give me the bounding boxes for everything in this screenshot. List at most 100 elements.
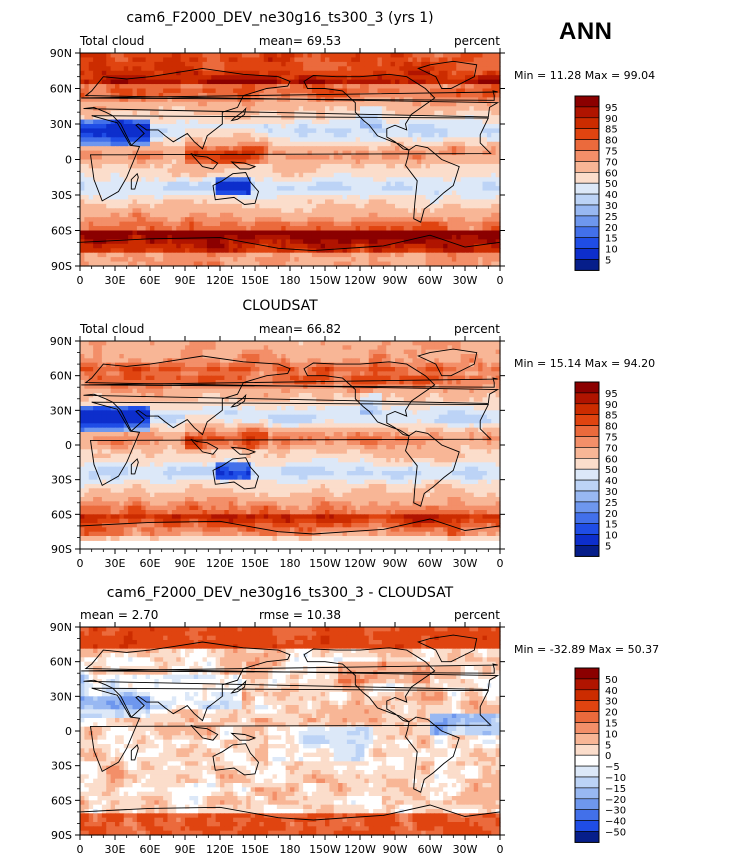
heatmap-cell [307, 132, 313, 138]
heatmap-cell [215, 159, 221, 165]
heatmap-cell [311, 106, 317, 112]
heatmap-cell [486, 101, 492, 107]
heatmap-cell [386, 75, 392, 81]
heatmap-cell [224, 230, 230, 236]
heatmap-cell [311, 239, 317, 245]
heatmap-cell [294, 212, 300, 218]
heatmap-cell [469, 124, 475, 130]
heatmap-cell [158, 92, 164, 98]
heatmap-cell [237, 221, 243, 227]
heatmap-cell [101, 208, 107, 214]
heatmap-cell [241, 163, 247, 169]
heatmap-cell [307, 137, 313, 143]
heatmap-cell [316, 92, 322, 98]
heatmap-cell [298, 146, 304, 152]
heatmap-cell [294, 217, 300, 223]
heatmap-cell [176, 155, 182, 161]
heatmap-cell [478, 261, 484, 267]
heatmap-cell [145, 92, 151, 98]
heatmap-cell [333, 159, 339, 165]
heatmap-cell [250, 128, 256, 134]
heatmap-cell [202, 190, 208, 196]
heatmap-cell [298, 190, 304, 196]
heatmap-cell [342, 261, 348, 267]
heatmap-cell [215, 137, 221, 143]
heatmap-cell [281, 252, 287, 258]
heatmap-cell [171, 195, 177, 201]
heatmap-cell [486, 163, 492, 169]
heatmap-cell [443, 195, 449, 201]
heatmap-cell [320, 88, 326, 94]
heatmap-cell [303, 115, 309, 121]
heatmap-cell [346, 172, 352, 178]
heatmap-cell [268, 159, 274, 165]
heatmap-cell [141, 146, 147, 152]
heatmap-cell [478, 92, 484, 98]
heatmap-cell [351, 261, 357, 267]
heatmap-cell [333, 146, 339, 152]
colorbar-swatch [574, 259, 600, 271]
heatmap-cell [451, 181, 457, 187]
heatmap-cell [106, 234, 112, 240]
heatmap-cell [443, 172, 449, 178]
heatmap-cell [329, 132, 335, 138]
heatmap-cell [294, 199, 300, 205]
heatmap-cell [241, 186, 247, 192]
heatmap-cell [298, 341, 304, 346]
heatmap-cell [316, 341, 322, 346]
heatmap-cell [211, 57, 217, 63]
heatmap-cell [460, 345, 466, 351]
heatmap-cell [185, 349, 190, 355]
heatmap-cell [338, 239, 344, 245]
heatmap-cell [211, 181, 217, 187]
heatmap-cell [338, 345, 344, 351]
heatmap-cell [220, 257, 225, 263]
heatmap-cell [447, 208, 453, 214]
heatmap-cell [491, 190, 497, 196]
heatmap-cell [185, 234, 190, 240]
heatmap-cell [281, 221, 287, 227]
heatmap-cell [298, 186, 304, 192]
heatmap-cell [395, 110, 400, 116]
heatmap-cell [198, 124, 204, 130]
heatmap-cell [189, 203, 195, 209]
heatmap-cell [333, 212, 339, 218]
heatmap-cell [425, 261, 431, 267]
heatmap-cell [311, 190, 317, 196]
heatmap-cell [115, 70, 120, 76]
heatmap-cell [220, 181, 225, 187]
heatmap-cell [276, 203, 282, 209]
heatmap-cell [101, 212, 107, 218]
heatmap-cell [185, 137, 190, 143]
heatmap-cell [136, 217, 142, 223]
heatmap-cell [211, 168, 217, 174]
heatmap-cell [421, 150, 427, 156]
heatmap-cell [272, 230, 278, 236]
heatmap-cell [237, 257, 243, 263]
heatmap-cell [460, 203, 466, 209]
heatmap-cell [88, 177, 94, 183]
heatmap-cell [255, 163, 260, 169]
heatmap-cell [206, 75, 212, 81]
heatmap-cell [368, 128, 374, 134]
heatmap-cell [482, 141, 488, 147]
heatmap-cell [447, 234, 453, 240]
heatmap-cell [491, 119, 497, 125]
heatmap-cell [386, 203, 392, 209]
colorbar-label: 75 [605, 147, 618, 158]
heatmap-cell [421, 124, 427, 130]
heatmap-cell [355, 221, 361, 227]
heatmap-cell [399, 199, 405, 205]
heatmap-cell [329, 239, 335, 245]
heatmap-cell [141, 186, 147, 192]
heatmap-cell [281, 106, 287, 112]
heatmap-cell [377, 57, 383, 63]
heatmap-cell [215, 97, 221, 103]
heatmap-cell [80, 190, 85, 196]
heatmap-cell [206, 341, 212, 346]
heatmap-cell [268, 186, 274, 192]
heatmap-cell [399, 257, 405, 263]
heatmap-cell [132, 159, 138, 165]
heatmap-cell [316, 128, 322, 134]
heatmap-cell [351, 208, 357, 214]
